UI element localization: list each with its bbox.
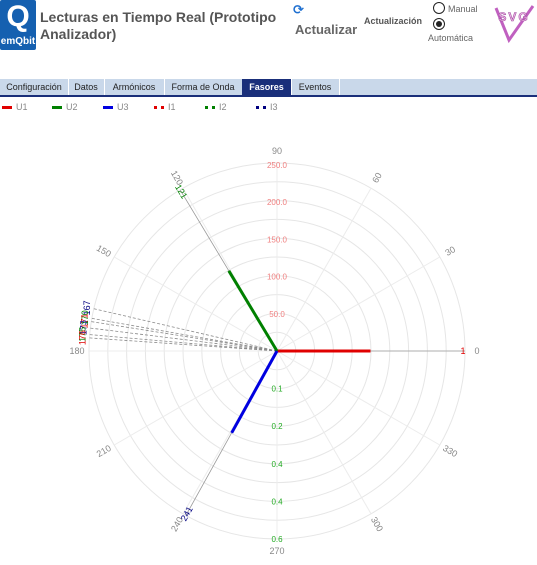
angle-label: 270 (269, 546, 284, 556)
grid-spoke (276, 256, 441, 352)
auto-radio[interactable] (433, 18, 445, 30)
grid-spoke (276, 187, 372, 352)
angle-label: 30 (443, 244, 457, 258)
refresh-icon[interactable]: ⟳ (293, 3, 304, 18)
tab-bar: Configuración Datos Armónicos Forma de Onda… (0, 79, 537, 97)
legend-swatch (103, 106, 113, 109)
legend-item-u1: U1 (2, 101, 42, 113)
legend-label: U3 (117, 102, 129, 112)
auto-radio-label: Automática (428, 33, 474, 43)
manual-radio[interactable] (433, 2, 445, 14)
current-phasor-label: 171 (79, 313, 89, 328)
tab-forma-de-onda[interactable]: Forma de Onda (164, 79, 243, 95)
svg-logo: SVG (494, 5, 535, 44)
angle-label: 210 (95, 443, 113, 459)
voltage-tick-label: 250.0 (267, 161, 288, 170)
phase-marker-label: 1 (460, 346, 465, 356)
grid-spoke (113, 350, 278, 446)
current-phasor-label: 167 (82, 300, 92, 315)
current-tick-label: 0.4 (271, 497, 283, 506)
legend-swatch (256, 106, 266, 109)
angle-label: 60 (370, 171, 384, 185)
q-logo-icon: Q (6, 0, 30, 33)
current-phasor-line (91, 321, 278, 352)
logo-brand-text: emQbit (0, 36, 36, 47)
voltage-tick-label: 50.0 (269, 310, 285, 319)
legend-label: I2 (219, 102, 227, 112)
angle-label: 180 (69, 346, 84, 356)
voltage-tick-label: 200.0 (267, 198, 288, 207)
legend-swatch (52, 106, 62, 109)
legend-swatch (205, 106, 215, 109)
phasor-legend: U1 U2 U3 I1 I2 I3 (0, 101, 537, 113)
angle-label: 90 (272, 146, 282, 156)
current-phasor-label: 176 (78, 330, 88, 345)
svg-logo-text: SVG (498, 10, 529, 24)
legend-label: I3 (270, 102, 278, 112)
current-phasor-line (89, 337, 278, 352)
current-tick-label: 0.2 (271, 422, 283, 431)
refresh-button[interactable]: Actualizar (295, 22, 358, 37)
current-phasor-label: 173 (78, 320, 88, 335)
tab-datos[interactable]: Datos (68, 79, 105, 95)
phasor-diagram: 030609012015018021024027030033050.0100.0… (69, 146, 479, 556)
tab-eventos[interactable]: Eventos (291, 79, 340, 95)
voltage-tick-label: 100.0 (267, 273, 288, 282)
current-tick-label: 0.4 (271, 460, 283, 469)
voltage-tick-label: 150.0 (267, 235, 288, 244)
page-title: Lecturas en Tiempo Real (Prototipo Anali… (40, 9, 277, 42)
legend-item-i2: I2 (205, 101, 245, 113)
angle-label: 300 (369, 515, 385, 533)
update-mode-label: Actualización (364, 16, 423, 26)
voltage-phasor-u3 (230, 350, 279, 434)
grid-spoke (113, 256, 278, 352)
legend-swatch (154, 106, 164, 109)
grid-spoke (276, 350, 441, 446)
current-phasor-label: 170 (80, 310, 90, 325)
legend-item-i1: I1 (154, 101, 194, 113)
grid-spoke (276, 350, 372, 515)
legend-item-u2: U2 (52, 101, 92, 113)
current-tick-label: 0.1 (271, 385, 283, 394)
current-tick-label: 0.6 (271, 535, 283, 544)
angle-label: 0 (474, 346, 479, 356)
legend-label: I1 (168, 102, 176, 112)
legend-swatch (2, 106, 12, 109)
angle-label: 330 (441, 443, 459, 459)
emqbit-logo: Q emQbit (0, 0, 36, 50)
voltage-phasor-u2 (227, 270, 279, 352)
current-phasor-line (93, 308, 278, 352)
manual-radio-label: Manual (448, 4, 478, 14)
tab-armonicos[interactable]: Armónicos (104, 79, 165, 95)
current-phasor-line (91, 318, 278, 352)
tab-fasores[interactable]: Fasores (242, 79, 292, 95)
legend-item-u3: U3 (103, 101, 143, 113)
phase-marker-label: 121 (173, 183, 189, 201)
legend-label: U1 (16, 102, 28, 112)
current-phasor-label: 175 (78, 327, 88, 342)
current-phasor-line (90, 327, 278, 352)
angle-label: 150 (95, 243, 113, 259)
tab-configuracion[interactable]: Configuración (0, 79, 69, 95)
legend-item-i3: I3 (256, 101, 296, 113)
header: Q emQbit Lecturas en Tiempo Real (Protot… (0, 0, 537, 60)
current-phasor-line (89, 334, 278, 352)
legend-label: U2 (66, 102, 78, 112)
phase-marker-label: 241 (179, 505, 195, 523)
